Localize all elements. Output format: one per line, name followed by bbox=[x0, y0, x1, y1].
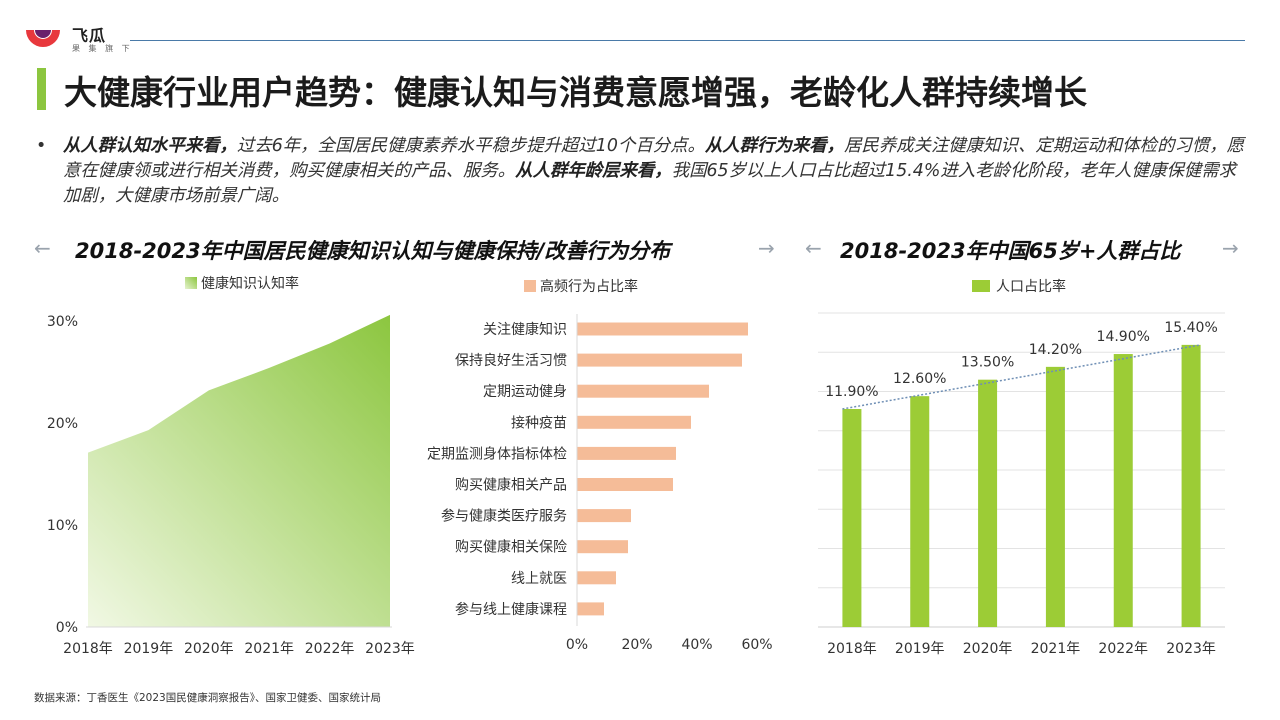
behavior-bar bbox=[577, 322, 748, 336]
logo-name: 飞瓜 bbox=[72, 26, 107, 45]
behavior-bar bbox=[577, 415, 691, 429]
bar-category-label: 定期运动健身 bbox=[483, 384, 567, 400]
title-accent-bar bbox=[37, 68, 46, 110]
x-tick-label: 0% bbox=[566, 637, 588, 653]
behavior-bar bbox=[577, 571, 616, 585]
legend-swatch bbox=[972, 280, 990, 292]
legend-label: 健康知识认知率 bbox=[201, 275, 299, 292]
summary-text: 从人群认知水平来看，过去6年，全国居民健康素养水平稳步提升超过10个百分点。从人… bbox=[63, 134, 1251, 209]
behavior-bar bbox=[577, 602, 604, 616]
behavior-bar bbox=[577, 478, 673, 491]
bar-category-label: 购买健康相关产品 bbox=[455, 477, 567, 494]
summary-body-2: 居民养成关注健康知识、定期运动和体检的习惯，愿意在健康领或进行相关消费，购买健康… bbox=[63, 136, 1245, 181]
population-bar bbox=[1113, 354, 1133, 627]
awareness-area bbox=[88, 314, 390, 627]
bullet-icon: • bbox=[36, 136, 47, 156]
x-tick-label: 2022年 bbox=[305, 641, 355, 657]
bar-category-label: 购买健康相关保险 bbox=[455, 539, 567, 556]
right-section-title: 2018-2023年中国65岁+人群占比 bbox=[840, 239, 1181, 263]
arrow-right-icon: → bbox=[1222, 236, 1239, 260]
bar-category-label: 接种疫苗 bbox=[511, 414, 567, 431]
x-tick-label: 60% bbox=[741, 637, 772, 653]
summary-lead-2: 从人群行为来看， bbox=[704, 136, 845, 156]
behavior-bar bbox=[577, 384, 709, 398]
y-tick-label: 30% bbox=[47, 314, 78, 330]
x-tick-label: 2019年 bbox=[895, 641, 945, 657]
data-source-note: 数据来源：丁香医生《2023国民健康洞察报告》、国家卫健委、国家统计局 bbox=[34, 692, 381, 704]
bar-category-label: 定期监测身体指标体检 bbox=[427, 446, 567, 462]
summary-body-3: 我国65岁以上人口占比超过15.4%进入老龄化阶段，老年人健康保健需求加剧，大健… bbox=[63, 161, 1237, 206]
left-section-title: 2018-2023年中国居民健康知识认知与健康保持/改善行为分布 bbox=[75, 239, 671, 263]
bar-value-label: 14.20% bbox=[1029, 342, 1082, 358]
trendline bbox=[842, 344, 1201, 410]
summary-lead-1: 从人群认知水平来看， bbox=[63, 136, 237, 156]
bar-category-label: 线上就医 bbox=[511, 571, 567, 587]
population-bar bbox=[978, 379, 998, 627]
header-divider bbox=[130, 40, 1245, 41]
x-tick-label: 2020年 bbox=[963, 641, 1013, 657]
bar-value-label: 12.60% bbox=[893, 371, 946, 387]
population-bar bbox=[910, 396, 930, 627]
x-tick-label: 2021年 bbox=[244, 641, 294, 657]
summary-paragraph: • 从人群认知水平来看，过去6年，全国居民健康素养水平稳步提升超过10个百分点。… bbox=[36, 134, 1251, 209]
x-tick-label: 2018年 bbox=[63, 641, 113, 657]
bar-value-label: 14.90% bbox=[1097, 329, 1150, 345]
x-tick-label: 2021年 bbox=[1031, 641, 1081, 657]
logo-subtitle: 果 集 旗 下 bbox=[72, 44, 133, 53]
arrow-left-icon: ← bbox=[34, 236, 51, 260]
x-tick-label: 2022年 bbox=[1098, 641, 1148, 657]
logo-icon bbox=[26, 30, 60, 47]
x-tick-label: 20% bbox=[621, 637, 652, 653]
bar-value-label: 15.40% bbox=[1164, 320, 1217, 336]
x-tick-label: 2023年 bbox=[1166, 641, 1216, 657]
population-bar bbox=[1181, 344, 1201, 627]
legend-swatch bbox=[524, 280, 536, 292]
bar-category-label: 保持良好生活习惯 bbox=[455, 352, 567, 369]
bar-category-label: 参与线上健康课程 bbox=[455, 601, 567, 618]
bar-category-label: 参与健康类医疗服务 bbox=[441, 508, 567, 525]
population-bar bbox=[1045, 366, 1065, 627]
behavior-bar bbox=[577, 353, 742, 367]
x-tick-label: 2020年 bbox=[184, 641, 234, 657]
legend-label: 人口占比率 bbox=[996, 278, 1066, 295]
x-tick-label: 2019年 bbox=[124, 641, 174, 657]
arrow-left-icon: ← bbox=[805, 236, 822, 260]
y-tick-label: 10% bbox=[47, 518, 78, 534]
summary-lead-3: 从人群年龄层来看， bbox=[515, 161, 672, 181]
x-tick-label: 40% bbox=[681, 637, 712, 653]
x-tick-label: 2023年 bbox=[365, 641, 415, 657]
bar-category-label: 关注健康知识 bbox=[483, 321, 567, 338]
behavior-bar bbox=[577, 446, 676, 460]
behavior-bar bbox=[577, 540, 628, 554]
summary-body-1: 过去6年，全国居民健康素养水平稳步提升超过10个百分点。 bbox=[236, 136, 705, 156]
population-bar bbox=[842, 408, 862, 627]
page-title: 大健康行业用户趋势：健康认知与消费意愿增强，老龄化人群持续增长 bbox=[64, 73, 1087, 112]
arrow-right-icon: → bbox=[758, 236, 775, 260]
y-tick-label: 0% bbox=[56, 620, 78, 636]
x-tick-label: 2018年 bbox=[827, 641, 877, 657]
y-tick-label: 20% bbox=[47, 416, 78, 432]
bar-value-label: 11.90% bbox=[825, 384, 878, 400]
legend-label: 高频行为占比率 bbox=[540, 278, 638, 295]
legend-swatch bbox=[185, 277, 197, 289]
bar-value-label: 13.50% bbox=[961, 355, 1014, 371]
behavior-bar bbox=[577, 509, 631, 523]
